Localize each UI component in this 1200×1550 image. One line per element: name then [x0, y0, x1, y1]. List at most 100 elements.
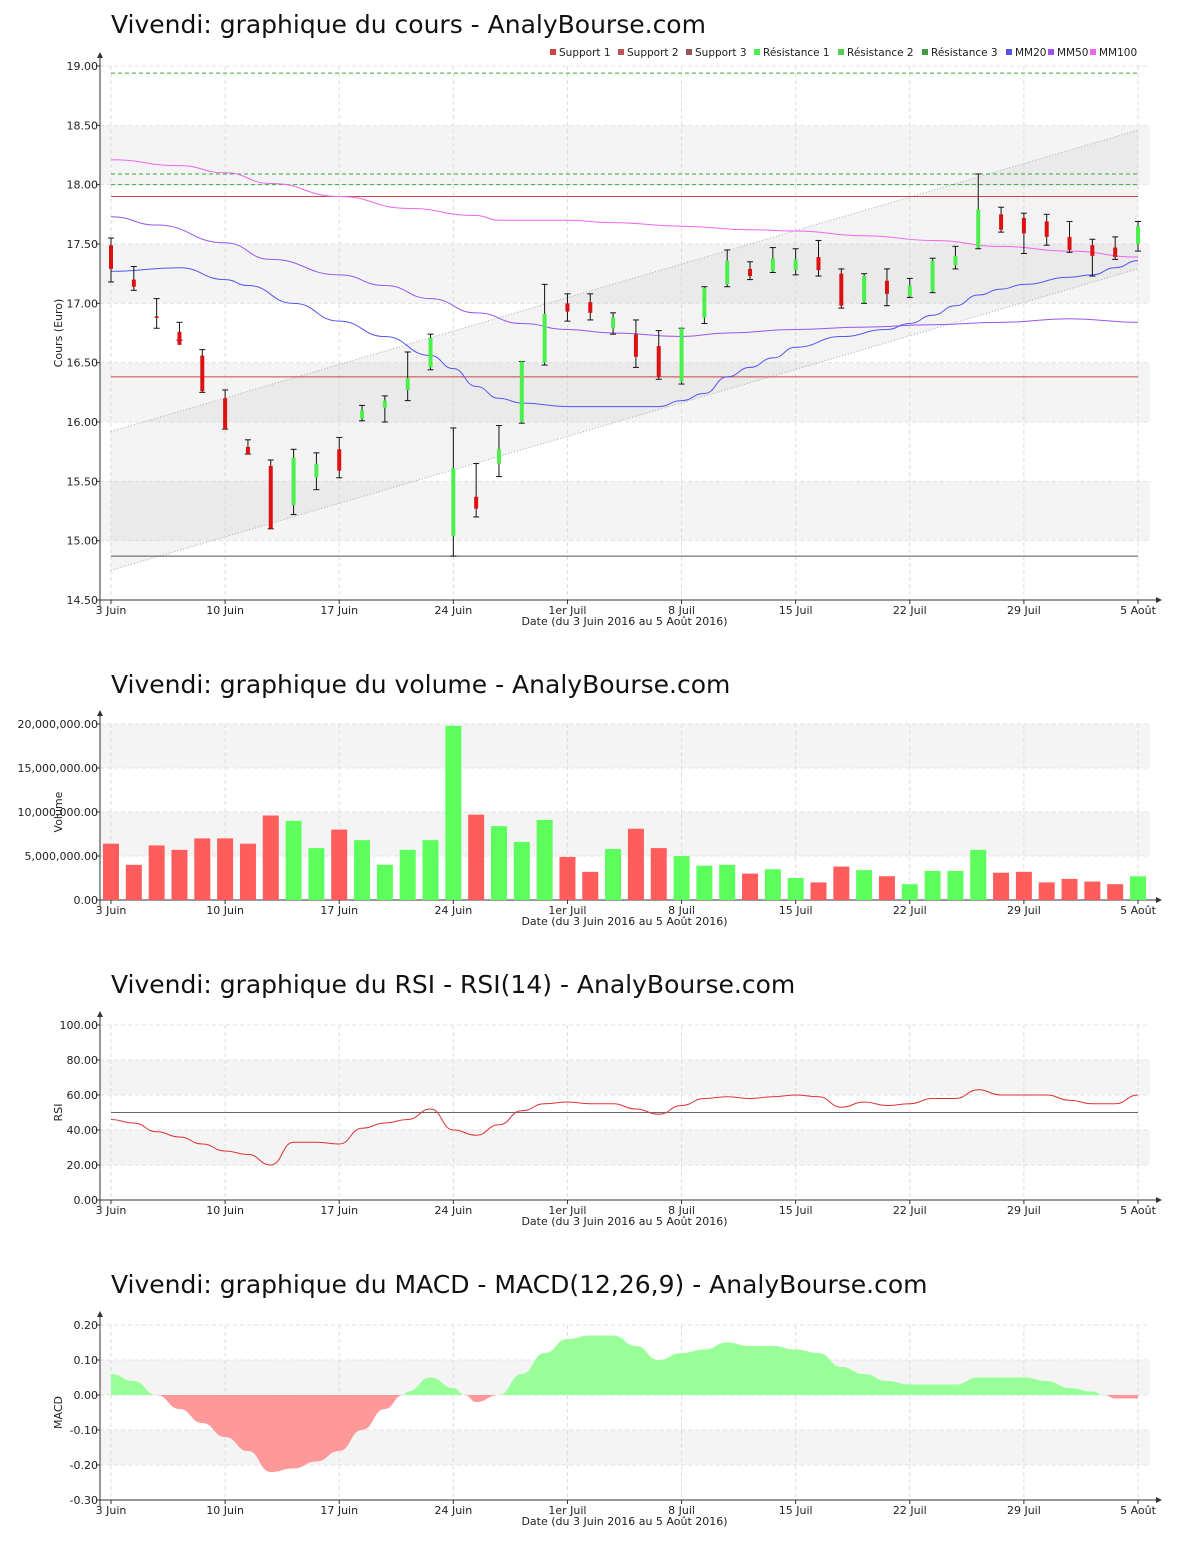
volume-bar — [764, 869, 781, 900]
x-tick-label: 8 Juil — [668, 904, 695, 917]
candle-body — [474, 496, 479, 509]
y-tick-label: 18.00 — [67, 179, 99, 192]
volume-bar — [924, 870, 941, 900]
y-tick-label: -0.20 — [70, 1459, 98, 1472]
candle-body — [291, 457, 296, 506]
y-tick-label: 10,000,000.00 — [18, 806, 98, 819]
x-tick-label: 3 Juin — [96, 1204, 127, 1217]
volume-bar — [810, 882, 827, 900]
x-tick-label: 24 Juin — [434, 1504, 472, 1517]
y-tick-label: -0.10 — [70, 1424, 98, 1437]
volume-bar — [376, 864, 393, 900]
volume-bar — [1107, 884, 1124, 900]
candle-body — [976, 209, 981, 248]
candle-body — [656, 346, 661, 377]
mm100-line — [110, 159, 1139, 258]
x-tick-label: 15 Juil — [779, 1204, 813, 1217]
candle-body — [588, 302, 593, 313]
candle-body — [131, 279, 136, 287]
volume-bar — [536, 819, 553, 900]
x-tick-label: 29 Juil — [1007, 604, 1041, 617]
macd-chart-panel: Vivendi: graphique du MACD - MACD(12,26,… — [0, 1270, 1200, 1540]
y-tick-label: 19.00 — [67, 60, 99, 73]
legend-label: MM100 — [1099, 47, 1137, 59]
candle-body — [565, 303, 570, 312]
legend-swatch — [1048, 49, 1054, 55]
y-tick-label: 17.50 — [67, 238, 99, 251]
legend-label: Support 2 — [627, 47, 679, 59]
x-tick-label: 24 Juin — [434, 604, 472, 617]
y-axis-arrow — [97, 710, 103, 716]
price-chart-panel: Vivendi: graphique du cours - AnalyBours… — [0, 10, 1200, 630]
grid-band — [100, 1130, 1150, 1165]
x-tick-label: 5 Août — [1120, 904, 1157, 917]
volume-bar — [103, 843, 119, 900]
volume-bar — [1038, 882, 1055, 900]
y-tick-label: 0.00 — [74, 894, 99, 907]
candle-body — [999, 214, 1004, 230]
y-tick-label: 18.50 — [67, 119, 99, 132]
candle-body — [839, 273, 844, 306]
volume-bar — [308, 848, 325, 900]
candle-body — [884, 280, 889, 294]
y-tick-label: 16.00 — [67, 416, 99, 429]
y-tick-label: 14.50 — [67, 594, 99, 607]
volume-bar — [673, 856, 690, 900]
volume-bar — [422, 840, 439, 900]
candle-body — [405, 378, 410, 390]
x-axis-arrow — [1156, 597, 1162, 603]
x-tick-label: 24 Juin — [434, 1204, 472, 1217]
volume-bar — [627, 828, 644, 900]
x-axis-arrow — [1156, 1197, 1162, 1203]
rsi-chart-panel: Vivendi: graphique du RSI - RSI(14) - An… — [0, 970, 1200, 1230]
candle-body — [360, 410, 365, 419]
y-tick-label: 20.00 — [67, 1159, 99, 1172]
x-tick-label: 15 Juil — [779, 904, 813, 917]
y-tick-label: 15,000,000.00 — [18, 762, 98, 775]
candle-body — [862, 276, 867, 303]
volume-bar — [513, 841, 530, 900]
x-axis-arrow — [1156, 1497, 1162, 1503]
legend-swatch — [1090, 49, 1096, 55]
candle-body — [1113, 247, 1118, 258]
volume-bar — [1015, 871, 1032, 900]
candle-body — [154, 316, 159, 318]
candle-body — [1067, 236, 1072, 250]
x-axis-arrow — [1156, 897, 1162, 903]
volume-bar — [559, 856, 576, 900]
candle-body — [109, 245, 113, 269]
y-axis-label: Cours (Euro) — [52, 299, 65, 368]
macd-negative-area — [156, 1395, 404, 1472]
legend-label: Résistance 2 — [847, 47, 914, 59]
x-tick-label: 17 Juin — [320, 904, 358, 917]
volume-bar — [468, 814, 485, 900]
x-tick-label: 17 Juin — [320, 1504, 358, 1517]
volume-bar — [901, 884, 918, 900]
x-axis-label: Date (du 3 Juin 2016 au 5 Août 2016) — [521, 615, 727, 628]
x-tick-label: 29 Juil — [1007, 1504, 1041, 1517]
legend-swatch — [618, 49, 624, 55]
x-tick-label: 24 Juin — [434, 904, 472, 917]
macd-negative-area — [464, 1395, 499, 1402]
x-tick-label: 29 Juil — [1007, 1204, 1041, 1217]
candle-body — [428, 337, 433, 368]
x-tick-label: 3 Juin — [96, 904, 127, 917]
grid-band — [100, 362, 1150, 422]
volume-bar — [354, 840, 371, 900]
y-tick-label: 15.00 — [67, 535, 99, 548]
x-tick-label: 8 Juil — [668, 604, 695, 617]
volume-bar — [217, 838, 234, 900]
x-tick-label: 1er Juil — [548, 604, 586, 617]
x-tick-label: 22 Juil — [893, 1504, 927, 1517]
y-tick-label: -0.30 — [70, 1494, 98, 1507]
x-axis-label: Date (du 3 Juin 2016 au 5 Août 2016) — [521, 915, 727, 928]
grid-band — [100, 724, 1150, 768]
x-axis-label: Date (du 3 Juin 2016 au 5 Août 2016) — [521, 1215, 727, 1228]
volume-bar — [787, 878, 804, 900]
volume-bar — [856, 870, 873, 900]
y-tick-label: 0.00 — [74, 1389, 99, 1402]
volume-bar — [582, 871, 599, 900]
candle-body — [725, 260, 730, 285]
legend-label: Résistance 3 — [931, 47, 998, 59]
x-tick-label: 8 Juil — [668, 1204, 695, 1217]
